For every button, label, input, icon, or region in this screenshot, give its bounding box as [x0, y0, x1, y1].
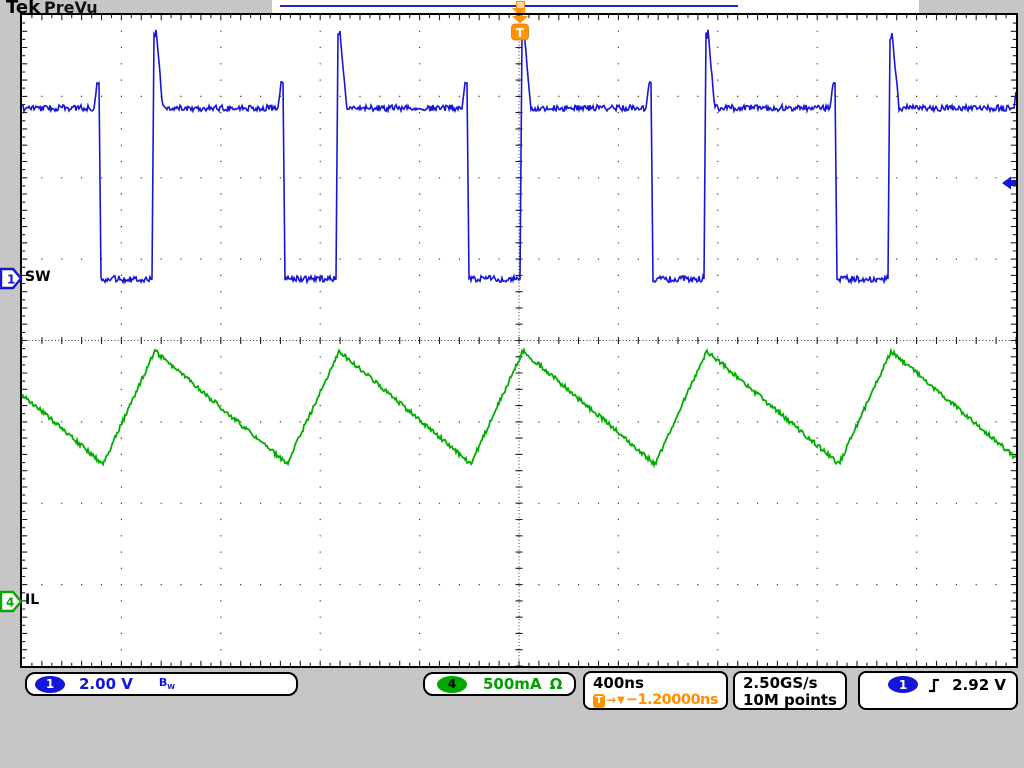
trigger-position-badge[interactable] — [511, 23, 529, 41]
rising-edge-icon — [929, 678, 940, 693]
header: Tek PreVu — [0, 0, 1024, 18]
trigger-t-badge-icon: T — [593, 693, 606, 708]
ch4-trace-il — [21, 346, 1017, 469]
record-trigger-arrow-icon — [512, 8, 526, 15]
trigger-source-badge: 1 — [888, 676, 918, 693]
ch1-position-marker[interactable]: 1 — [0, 267, 23, 290]
graticule-ticks — [21, 14, 1017, 667]
ch4-position-marker[interactable]: 4 — [0, 590, 23, 613]
ch4-impedance-indicator: Ω — [549, 675, 563, 693]
record-length: 10M points — [743, 691, 837, 709]
ch4-waveform-label: IL — [25, 592, 40, 608]
sample-rate: 2.50GS/s — [743, 674, 818, 692]
trigger-level-readout: 2.92 V — [952, 676, 1006, 694]
timebase-readout-box[interactable]: 400ns T → ▼ −1.20000ns — [583, 671, 728, 710]
ch4-readout-box[interactable]: 4 500mA Ω — [423, 672, 576, 696]
ch1-flag-number: 1 — [7, 273, 15, 287]
ch4-scale-readout: 500mA — [483, 675, 542, 693]
acquisition-readout-box[interactable]: 2.50GS/s 10M points — [733, 671, 847, 710]
tek-logo: Tek — [6, 0, 41, 18]
ch1-trace-sw — [21, 28, 1017, 285]
ch1-readout-box[interactable]: 1 2.00 V BW — [25, 672, 298, 696]
trigger-position-t-label: T — [516, 26, 525, 40]
trigger-readout-box[interactable]: 1 2.92 V — [858, 671, 1018, 710]
trigger-level-arrow-icon[interactable] — [1002, 176, 1016, 190]
ch1-waveform-label: SW — [25, 269, 51, 285]
ch4-badge: 4 — [437, 675, 467, 693]
graticule-area: T — [20, 13, 1018, 668]
ch4-flag-number: 4 — [6, 596, 14, 610]
ch1-scale-readout: 2.00 V — [79, 675, 133, 693]
triangle-down-icon: ▼ — [617, 695, 625, 706]
ch1-badge: 1 — [35, 675, 65, 693]
trigger-delay-row: T → ▼ −1.20000ns — [593, 692, 719, 709]
bandwidth-limit-icon: BW — [158, 676, 175, 692]
waveform-canvas: T — [21, 14, 1017, 667]
trigger-position-arrow-icon[interactable] — [512, 16, 528, 24]
timebase-scale: 400ns — [593, 674, 644, 692]
record-preview-strip[interactable] — [272, 0, 919, 15]
arrow-right-icon: → — [606, 693, 617, 707]
record-waveform-bar — [280, 5, 738, 7]
trigger-delay-value: −1.20000ns — [625, 692, 719, 708]
acquisition-mode-label: PreVu — [44, 0, 98, 17]
